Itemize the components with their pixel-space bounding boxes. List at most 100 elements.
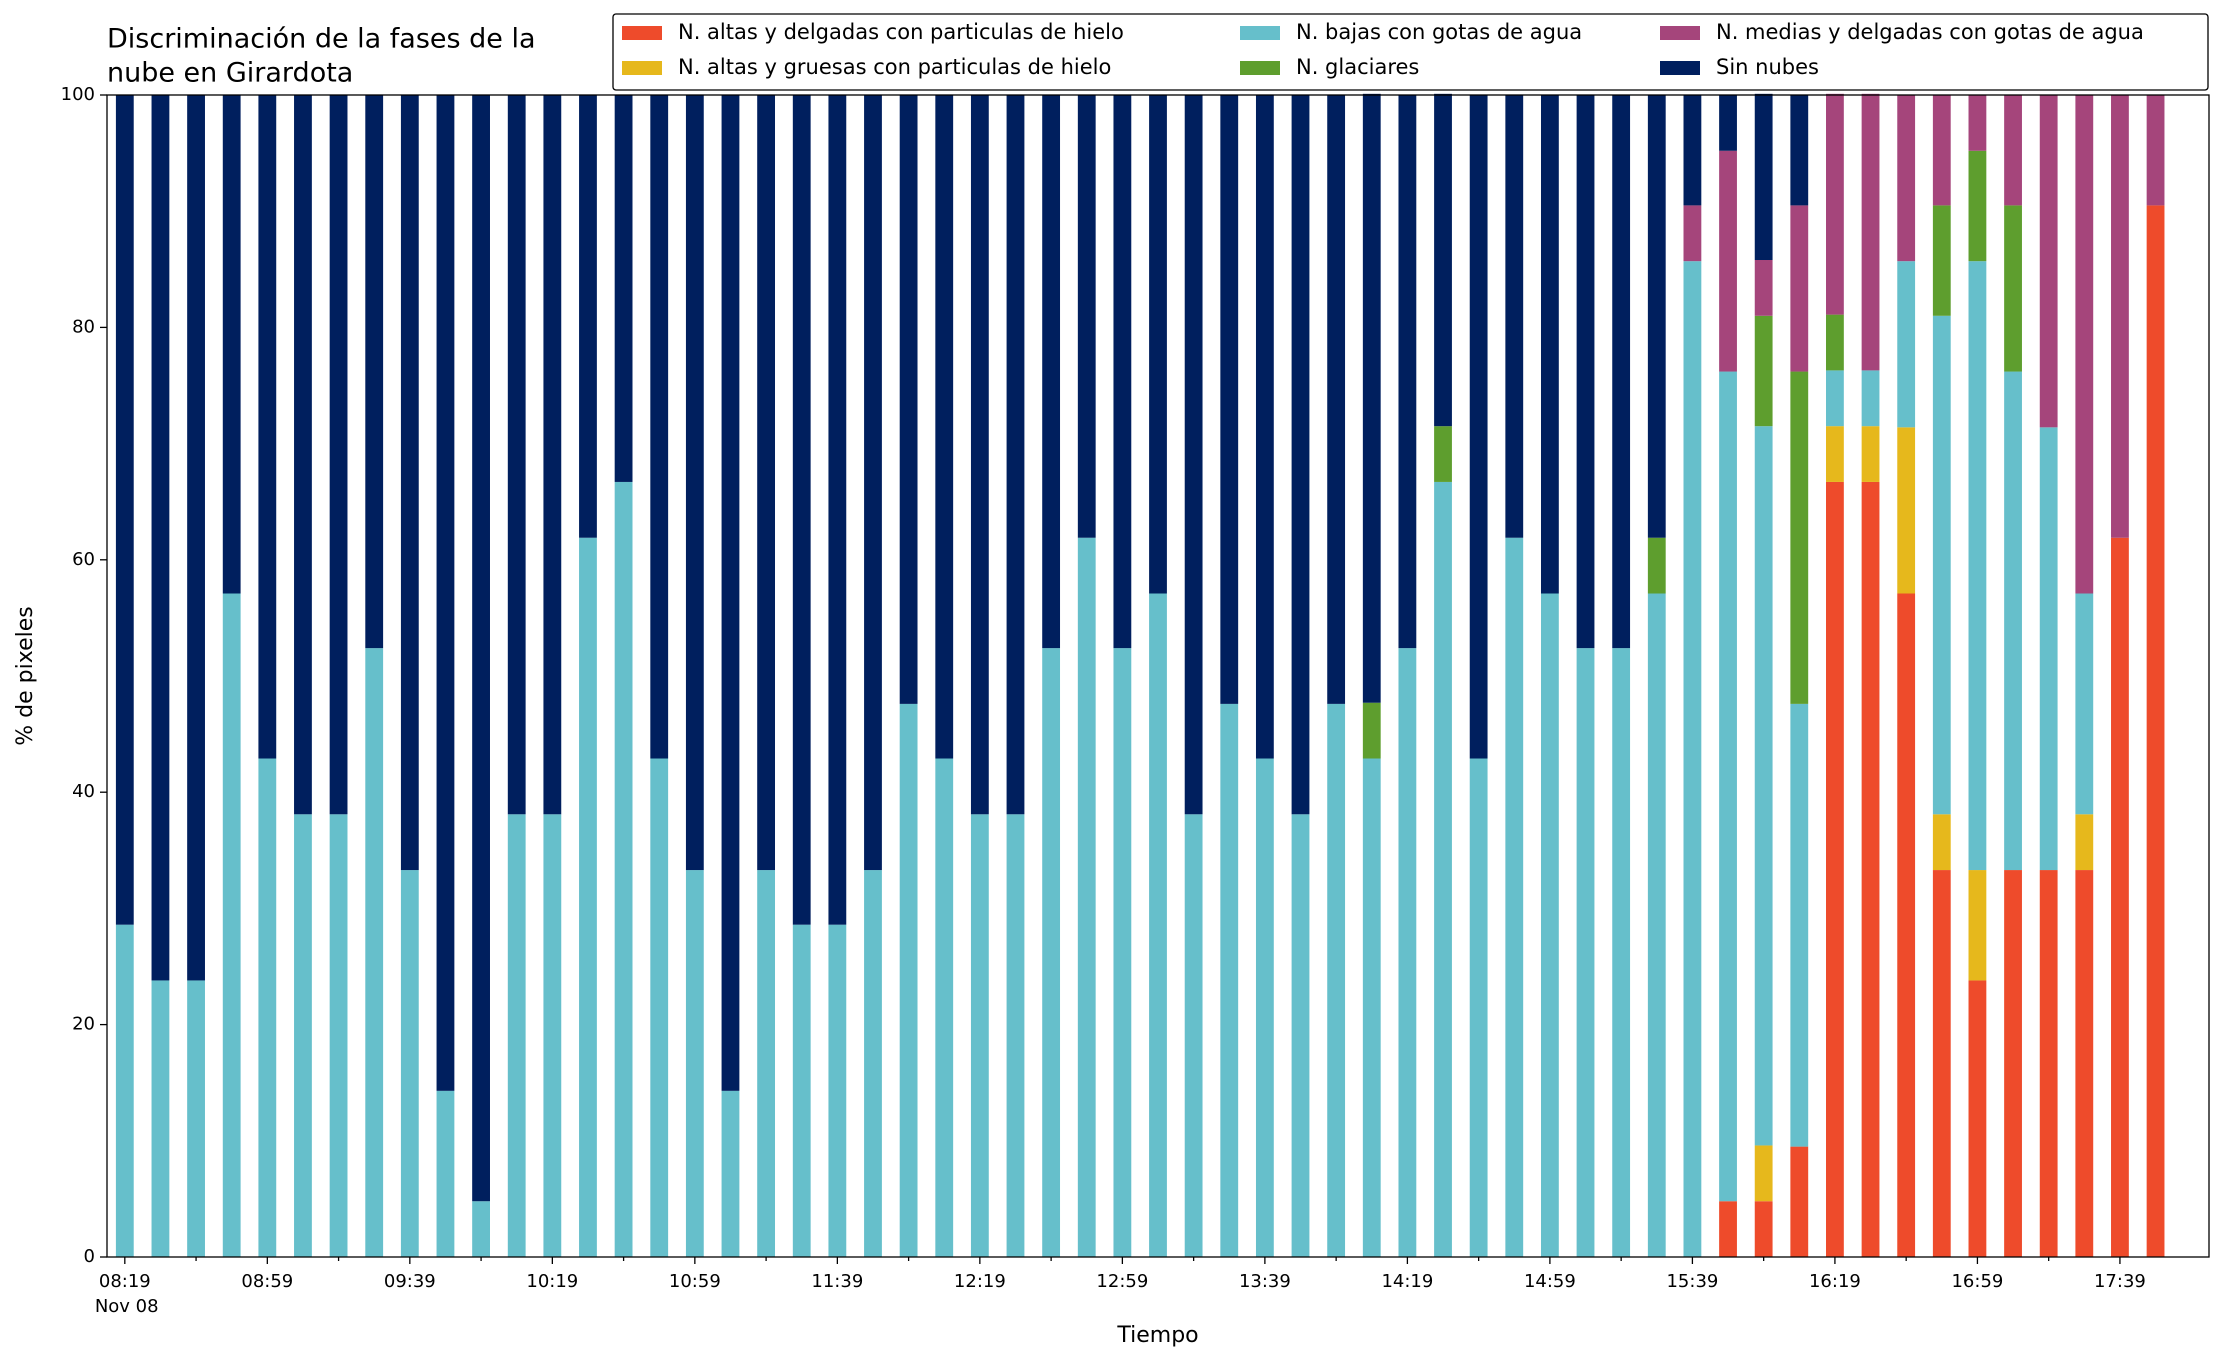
bar-segment xyxy=(1719,95,1737,151)
bar-segment xyxy=(1968,980,1987,1257)
bar-segment xyxy=(1113,95,1132,649)
bar-segment xyxy=(1398,648,1417,1257)
bar-segment xyxy=(1968,150,1987,262)
bar-segment xyxy=(1327,95,1346,704)
bar-segment xyxy=(400,870,419,1257)
bar-segment xyxy=(1505,95,1524,538)
y-tick-label: 40 xyxy=(72,781,95,802)
bar-segment xyxy=(1540,593,1559,1257)
bar-segment xyxy=(365,648,384,1257)
bar-segment xyxy=(899,703,918,1257)
bar-segment xyxy=(222,95,241,594)
bar-segment xyxy=(1754,426,1773,1146)
bar-segment xyxy=(1968,95,1987,151)
legend-label: N. medias y delgadas con gotas de agua xyxy=(1716,20,2144,44)
bar-segment xyxy=(2004,371,2022,871)
bar-segment xyxy=(1077,95,1096,538)
bar-segment xyxy=(579,537,597,1257)
bar-segment xyxy=(1897,427,1916,594)
x-tick-label: 08:19 xyxy=(99,1271,151,1292)
bar-segment xyxy=(1719,371,1737,1202)
bar-segment xyxy=(757,95,776,871)
legend-swatch xyxy=(1660,26,1700,40)
bar-segment xyxy=(792,924,811,1257)
bar-segment xyxy=(650,95,669,759)
x-tick-label: 10:59 xyxy=(669,1271,721,1292)
bar-segment xyxy=(935,95,954,759)
bar-segment xyxy=(614,95,633,482)
x-tick-label: 16:59 xyxy=(1951,1271,2003,1292)
bar-segment xyxy=(1362,702,1381,759)
bar-segment xyxy=(1576,95,1595,649)
bar-segment xyxy=(721,1090,740,1257)
x-tick-label: 12:59 xyxy=(1096,1271,1148,1292)
bar-segment xyxy=(2075,593,2094,815)
bar-segment xyxy=(1576,648,1595,1257)
x-sublabel: Nov 08 xyxy=(95,1296,159,1317)
bar-segment xyxy=(1826,370,1844,427)
bar-segment xyxy=(1362,758,1381,1257)
bar-segment xyxy=(2004,205,2022,372)
bar-segment xyxy=(1932,814,1951,871)
bar-segment xyxy=(1932,870,1951,1257)
bar-segment xyxy=(1434,93,1452,427)
bar-segment xyxy=(864,870,882,1257)
bar-segment xyxy=(1683,95,1702,206)
legend-box xyxy=(612,13,2209,91)
bar-segment xyxy=(151,95,170,981)
bar-segment xyxy=(436,95,455,1091)
bar-segment xyxy=(970,95,989,815)
bar-segment xyxy=(1006,95,1025,815)
bar-segment xyxy=(543,814,562,1257)
bar-segment xyxy=(294,814,312,1257)
bar-segment xyxy=(685,870,704,1257)
bar-segment xyxy=(2039,870,2058,1257)
x-tick-label: 11:39 xyxy=(811,1271,863,1292)
bar-segment xyxy=(1861,481,1880,1257)
bar-segment xyxy=(543,95,562,815)
bar-segment xyxy=(650,758,669,1257)
bar-segment xyxy=(1754,315,1773,427)
legend-swatch xyxy=(1240,61,1280,75)
legend-swatch xyxy=(622,61,662,75)
bar-segment xyxy=(1255,758,1274,1257)
bar-segment xyxy=(899,95,918,704)
plot-frame xyxy=(106,94,2210,1258)
bar-segment xyxy=(2111,95,2129,538)
bar-segment xyxy=(1826,93,1844,315)
bar-segment xyxy=(1790,205,1809,372)
bar-segment xyxy=(2039,95,2058,428)
x-tick-label: 09:39 xyxy=(384,1271,436,1292)
bar-segment xyxy=(1861,370,1880,427)
bar-segment xyxy=(329,814,348,1257)
bar-segment xyxy=(828,924,847,1257)
y-tick-label: 80 xyxy=(72,316,95,337)
bar-segment xyxy=(1790,95,1809,206)
bar-segment xyxy=(792,95,811,925)
bar-segment xyxy=(1434,481,1452,1257)
bar-segment xyxy=(187,980,205,1257)
legend-label: Sin nubes xyxy=(1716,55,1819,79)
y-tick-label: 0 xyxy=(84,1246,95,1267)
bar-segment xyxy=(1149,593,1167,1257)
x-tick-label: 10:19 xyxy=(526,1271,578,1292)
bar-segment xyxy=(1719,150,1737,372)
bar-segment xyxy=(721,95,740,1091)
bar-segment xyxy=(1826,481,1844,1257)
bar-segment xyxy=(258,758,277,1257)
bar-segment xyxy=(1932,205,1951,316)
bar-segment xyxy=(1861,93,1880,371)
x-tick-label: 13:39 xyxy=(1239,1271,1291,1292)
x-tick-label: 08:59 xyxy=(241,1271,293,1292)
bar-segment xyxy=(1683,205,1702,262)
bar-segment xyxy=(472,1201,490,1257)
legend-label: N. glaciares xyxy=(1296,55,1419,79)
bar-segment xyxy=(1897,261,1916,428)
legend-label: N. bajas con gotas de agua xyxy=(1296,20,1582,44)
bar-segment xyxy=(1291,95,1310,815)
bar-segment xyxy=(1754,260,1773,316)
bar-segment xyxy=(1968,870,1987,981)
bar-segment xyxy=(1220,95,1239,704)
bar-segment xyxy=(1006,814,1025,1257)
bar-segment xyxy=(864,95,882,871)
